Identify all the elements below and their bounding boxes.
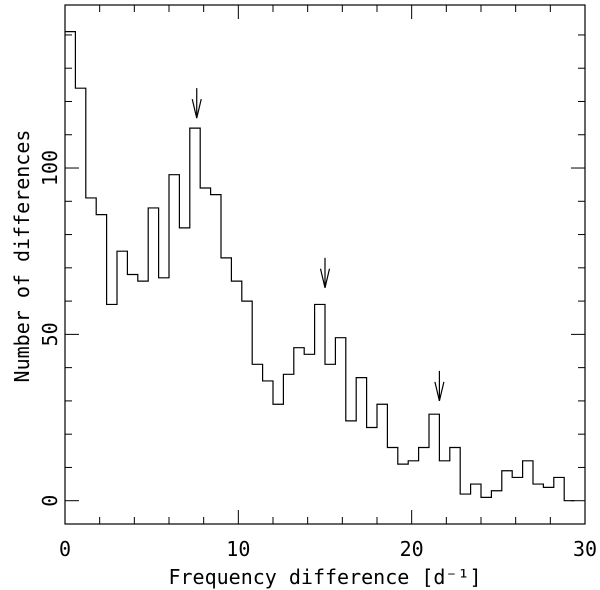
x-tick-label: 10 [226,537,250,561]
x-tick-label: 20 [400,537,424,561]
histogram-bin [304,354,314,500]
histogram-bin [252,364,262,500]
peak-arrows [191,88,445,402]
histogram-bins [65,32,564,501]
histogram-bin [65,32,75,501]
histogram-bin [439,461,449,501]
histogram-bin [325,364,335,500]
x-axis-label: Frequency difference [d⁻¹] [168,565,481,589]
histogram-bin [471,484,481,501]
histogram-bin [179,228,189,501]
histogram-bin [294,348,304,501]
histogram-bin [75,88,85,501]
y-tick-label: 0 [38,495,62,507]
histogram-bin [533,484,543,501]
tick-marks [64,5,586,524]
y-tick-label: 100 [38,150,62,186]
histogram-bin [346,421,356,501]
histogram-bin [502,471,512,501]
histogram-bin [356,378,366,501]
histogram-bin [127,274,137,500]
y-axis-label: Number of differences [10,130,34,383]
plot-frame [64,4,586,525]
histogram-bin [398,464,408,501]
histogram-bin [460,494,470,501]
histogram-bin [117,251,127,501]
peak-arrow [319,257,331,288]
histogram-bin [335,338,345,501]
histogram-bin [138,281,148,501]
histogram-bin [491,491,501,501]
histogram-bin [107,304,117,500]
x-tick-label: 30 [573,537,597,561]
histogram-bin [512,477,522,500]
histogram-bin [273,404,283,500]
peak-arrow [434,370,445,402]
histogram-bin [283,374,293,500]
histogram-bin [169,175,179,501]
histogram-bin [242,301,252,501]
x-tick-label: 0 [59,537,71,561]
histogram-bin [148,208,158,501]
histogram-bin [231,281,241,501]
histogram-bin [450,447,460,500]
y-tick-label: 50 [38,322,62,346]
histogram-bin [408,461,418,501]
histogram-bin [96,215,106,501]
histogram-bin [523,461,533,501]
histogram-bin [377,404,387,500]
histogram-bin [387,447,397,500]
histogram-outline [65,31,575,502]
histogram-bin [315,304,325,500]
histogram-bin [543,487,553,500]
histogram-bin [263,381,273,501]
histogram-bin [419,447,429,500]
histogram-bin [221,258,231,501]
histogram-bin [367,428,377,501]
histogram-bin [554,477,564,500]
tick-labels: 0 10 20 30 0 50 100 [38,150,597,561]
histogram-bin [159,278,169,501]
histogram-bin [481,497,491,500]
histogram-bin [429,414,439,501]
histogram-bin [211,195,221,501]
histogram-bin [86,198,96,501]
histogram-bin [190,128,200,501]
peak-arrow [191,88,202,119]
histogram-bin [200,188,210,501]
